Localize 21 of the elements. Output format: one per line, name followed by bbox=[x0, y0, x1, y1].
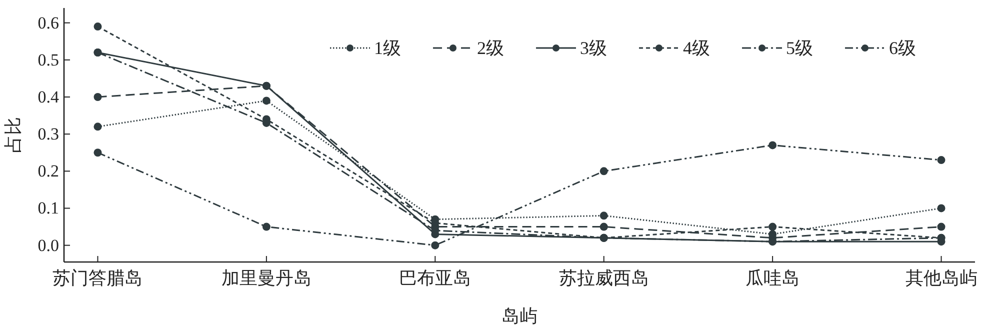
legend-label: 2级 bbox=[477, 38, 504, 58]
x-tick-label: 其他岛屿 bbox=[905, 268, 978, 288]
y-tick-label: 0.2 bbox=[38, 162, 59, 181]
x-tick-label: 瓜哇岛 bbox=[746, 268, 800, 288]
x-axis-title: 岛屿 bbox=[502, 306, 538, 326]
legend-label: 3级 bbox=[580, 38, 607, 58]
legend-label: 4级 bbox=[683, 38, 710, 58]
y-tick-label: 0.1 bbox=[38, 198, 59, 218]
legend-label: 5级 bbox=[786, 38, 813, 58]
y-tick-label: 0.3 bbox=[38, 124, 59, 144]
y-tick-label: 0.4 bbox=[38, 87, 60, 106]
y-axis-title: 占比 bbox=[3, 117, 23, 153]
x-tick-label: 加里曼丹岛 bbox=[221, 268, 312, 288]
x-tick-label: 苏拉威西岛 bbox=[558, 268, 649, 288]
legend-label: 1级 bbox=[374, 38, 401, 58]
legend-label: 6级 bbox=[889, 38, 916, 58]
y-tick-label: 0.0 bbox=[38, 236, 59, 255]
y-tick-label: 0.5 bbox=[38, 50, 59, 70]
y-tick-label: 0.6 bbox=[38, 13, 59, 32]
x-tick-label: 苏门答腊岛 bbox=[52, 268, 143, 288]
x-tick-label: 巴布亚岛 bbox=[399, 268, 472, 288]
